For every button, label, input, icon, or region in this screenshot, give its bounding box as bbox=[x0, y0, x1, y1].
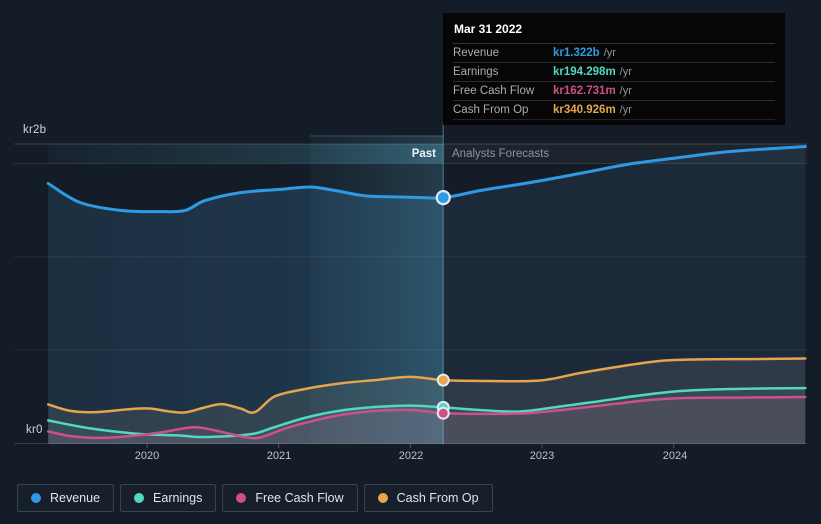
tooltip-value-earnings: kr194.298m bbox=[553, 66, 616, 78]
legend-item-free-cash-flow[interactable]: Free Cash Flow bbox=[222, 484, 358, 512]
tooltip-suffix-free-cash-flow: /yr bbox=[619, 85, 632, 97]
earnings-series-dot-icon bbox=[134, 493, 145, 503]
tooltip-row-revenue: Revenue kr1.322b /yr bbox=[453, 44, 775, 63]
chart-tooltip: Mar 31 2022 Revenue kr1.322b /yr Earning… bbox=[443, 13, 785, 125]
free-cash-flow-series-dot-icon bbox=[236, 493, 247, 503]
tooltip-label-cash-from-op: Cash From Op bbox=[453, 104, 529, 116]
y-axis-label-top: kr2b bbox=[23, 124, 47, 136]
tooltip-row-earnings: Earnings kr194.298m /yr bbox=[453, 63, 775, 82]
tooltip-suffix-earnings: /yr bbox=[619, 66, 632, 78]
legend-item-earnings[interactable]: Earnings bbox=[120, 484, 217, 512]
cash-from-op-series-dot-icon bbox=[377, 493, 388, 503]
tooltip-suffix-revenue: /yr bbox=[603, 47, 616, 59]
tooltip-value-revenue: kr1.322b bbox=[553, 47, 600, 59]
analysts-forecasts-label: Analysts Forecasts bbox=[452, 148, 550, 160]
chart-legend: Revenue Earnings Free Cash Flow Cash Fro… bbox=[17, 484, 493, 512]
tooltip-label-free-cash-flow: Free Cash Flow bbox=[453, 85, 535, 97]
past-period-label: Past bbox=[411, 148, 436, 160]
x-axis-tick-2022: 2022 bbox=[398, 450, 424, 462]
legend-label-free-cash-flow: Free Cash Flow bbox=[255, 491, 344, 505]
revenue-series-dot-icon bbox=[31, 493, 41, 503]
x-axis-tick-2023: 2023 bbox=[529, 450, 555, 462]
tooltip-value-free-cash-flow: kr162.731m bbox=[553, 85, 616, 97]
legend-item-revenue[interactable]: Revenue bbox=[17, 484, 115, 512]
tooltip-suffix-cash-from-op: /yr bbox=[619, 104, 632, 116]
legend-label-revenue: Revenue bbox=[50, 491, 101, 505]
tooltip-value-cash-from-op: kr340.926m bbox=[553, 104, 616, 116]
legend-item-cash-from-op[interactable]: Cash From Op bbox=[363, 484, 493, 512]
legend-label-cash-from-op: Cash From Op bbox=[396, 491, 479, 505]
tooltip-label-earnings: Earnings bbox=[453, 66, 499, 78]
x-axis-tick-2021: 2021 bbox=[266, 450, 292, 462]
tooltip-date: Mar 31 2022 bbox=[453, 20, 775, 44]
tooltip-label-revenue: Revenue bbox=[453, 47, 500, 59]
tooltip-row-free-cash-flow: Free Cash Flow kr162.731m /yr bbox=[453, 82, 775, 101]
tooltip-row-cash-from-op: Cash From Op kr340.926m /yr bbox=[453, 101, 775, 120]
x-axis-tick-2024: 2024 bbox=[662, 450, 688, 462]
x-axis-tick-2020: 2020 bbox=[134, 450, 160, 462]
legend-label-earnings: Earnings bbox=[153, 491, 203, 505]
y-axis-label-bottom: kr0 bbox=[26, 424, 43, 436]
